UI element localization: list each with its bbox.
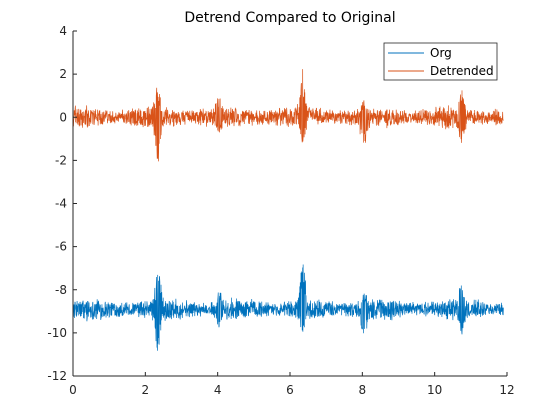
- y-tick-label: -8: [55, 283, 67, 297]
- x-tick-label: 2: [142, 383, 150, 397]
- y-tick-label: -4: [55, 197, 67, 211]
- y-tick-label: 2: [59, 67, 67, 81]
- x-tick-label: 6: [286, 383, 294, 397]
- x-tick-label: 12: [499, 383, 514, 397]
- plot-area: [73, 31, 507, 376]
- x-tick-label: 8: [359, 383, 367, 397]
- chart-title: Detrend Compared to Original: [184, 10, 395, 26]
- y-tick-label: -10: [47, 326, 67, 340]
- y-tick-label: -6: [55, 240, 67, 254]
- legend-label-detrended: Detrended: [430, 64, 494, 78]
- series-line-org: [72, 264, 504, 351]
- y-tick-label: -12: [47, 369, 67, 383]
- x-ticks: 0 2 4 6 8 10 12: [69, 372, 515, 397]
- series-layer: [72, 69, 504, 351]
- y-tick-label: -2: [55, 153, 67, 167]
- x-tick-label: 10: [427, 383, 442, 397]
- x-tick-label: 0: [69, 383, 77, 397]
- y-tick-label: 0: [59, 110, 67, 124]
- legend-label-org: Org: [430, 46, 452, 60]
- legend: Org Detrended: [383, 42, 498, 81]
- legend-box: [383, 42, 498, 81]
- y-tick-label: 4: [59, 24, 67, 38]
- y-ticks: 4 2 0 -2 -4 -6 -8 -10 -12: [47, 24, 77, 383]
- series-line-detrended: [72, 69, 504, 162]
- x-tick-label: 4: [214, 383, 222, 397]
